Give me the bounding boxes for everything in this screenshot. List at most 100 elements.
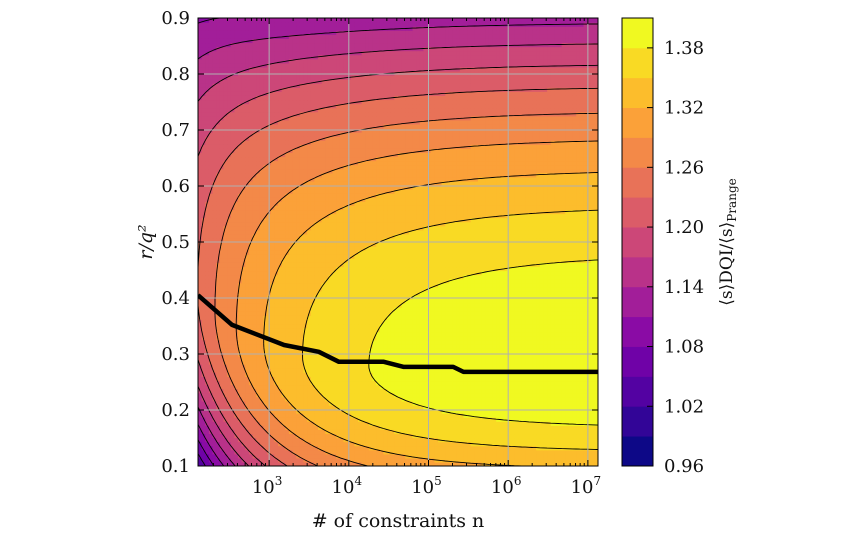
heatmap-cell bbox=[583, 388, 588, 394]
heatmap-cell bbox=[587, 413, 592, 418]
heatmap-cell bbox=[398, 404, 403, 410]
heatmap-cell bbox=[539, 364, 545, 369]
heatmap-cell bbox=[241, 388, 246, 394]
heatmap-cell bbox=[463, 457, 468, 463]
heatmap-cell bbox=[561, 347, 566, 353]
heatmap-cell bbox=[376, 413, 381, 418]
heatmap-cell bbox=[539, 335, 545, 341]
heatmap-cell bbox=[368, 388, 374, 394]
heatmap-cell bbox=[401, 286, 406, 292]
heatmap-cell bbox=[310, 445, 315, 451]
heatmap-cell bbox=[292, 396, 297, 402]
heatmap-cell bbox=[201, 323, 206, 329]
heatmap-cell bbox=[441, 339, 446, 345]
heatmap-cell bbox=[408, 331, 414, 337]
heatmap-cell bbox=[496, 307, 501, 312]
heatmap-cell bbox=[427, 327, 432, 333]
heatmap-cell bbox=[539, 408, 545, 414]
heatmap-cell bbox=[212, 335, 217, 341]
heatmap-cell bbox=[532, 425, 537, 430]
heatmap-cell bbox=[394, 400, 399, 406]
heatmap-cell bbox=[401, 429, 406, 435]
heatmap-cell bbox=[532, 335, 537, 341]
heatmap-cell bbox=[387, 376, 392, 382]
heatmap-cell bbox=[499, 453, 505, 459]
heatmap-cell bbox=[499, 315, 505, 320]
heatmap-cell bbox=[427, 429, 432, 435]
heatmap-cell bbox=[390, 413, 395, 418]
heatmap-cell bbox=[543, 404, 548, 410]
heatmap-cell bbox=[383, 303, 388, 308]
heatmap-cell bbox=[510, 441, 515, 447]
heatmap-cell bbox=[281, 400, 286, 406]
heatmap-cell bbox=[525, 294, 530, 300]
heatmap-cell bbox=[459, 299, 465, 304]
heatmap-cell bbox=[445, 376, 450, 382]
heatmap-cell bbox=[288, 433, 294, 439]
heatmap-cell bbox=[365, 307, 370, 312]
heatmap-cell bbox=[478, 384, 483, 390]
heatmap-cell bbox=[259, 347, 265, 353]
heatmap-cell bbox=[430, 396, 435, 402]
heatmap-cell bbox=[361, 388, 366, 394]
heatmap-cell bbox=[445, 461, 450, 466]
heatmap-cell bbox=[379, 408, 385, 414]
heatmap-cell bbox=[234, 294, 239, 300]
heatmap-cell bbox=[296, 376, 301, 382]
heatmap-cell bbox=[336, 282, 341, 288]
heatmap-cell bbox=[481, 311, 486, 316]
heatmap-cell bbox=[212, 290, 217, 296]
heatmap-cell bbox=[212, 400, 217, 406]
heatmap-cell bbox=[201, 343, 206, 349]
heatmap-cell bbox=[361, 417, 366, 422]
heatmap-cell bbox=[310, 449, 315, 455]
heatmap-cell bbox=[590, 388, 595, 394]
heatmap-cell bbox=[536, 392, 541, 398]
heatmap-cell bbox=[408, 303, 414, 308]
heatmap-cell bbox=[365, 282, 370, 288]
heatmap-cell bbox=[532, 282, 537, 288]
heatmap-cell bbox=[383, 433, 388, 439]
heatmap-cell bbox=[441, 335, 446, 341]
heatmap-cell bbox=[376, 408, 381, 414]
heatmap-cell bbox=[358, 339, 363, 345]
heatmap-cell bbox=[579, 453, 585, 459]
heatmap-cell bbox=[430, 413, 435, 418]
heatmap-cell bbox=[310, 437, 315, 443]
heatmap-cell bbox=[339, 299, 345, 304]
heatmap-cell bbox=[219, 437, 225, 443]
heatmap-cell bbox=[521, 315, 526, 320]
heatmap-cell bbox=[376, 400, 381, 406]
heatmap-cell bbox=[438, 392, 443, 398]
heatmap-cell bbox=[445, 323, 450, 329]
heatmap-cell bbox=[568, 331, 574, 337]
heatmap-cell bbox=[390, 294, 395, 300]
heatmap-cell bbox=[358, 331, 363, 337]
heatmap-cell bbox=[383, 404, 388, 410]
heatmap-cell bbox=[419, 356, 425, 361]
heatmap-cell bbox=[376, 433, 381, 439]
heatmap-cell bbox=[558, 408, 563, 414]
heatmap-cell bbox=[227, 408, 232, 414]
heatmap-cell bbox=[434, 384, 439, 390]
heatmap-cell bbox=[547, 331, 552, 337]
heatmap-cell bbox=[514, 323, 519, 329]
heatmap-cell bbox=[223, 294, 228, 300]
heatmap-cell bbox=[441, 380, 446, 386]
heatmap-cell bbox=[376, 376, 381, 382]
heatmap-cell bbox=[354, 404, 359, 410]
heatmap-cell bbox=[230, 368, 235, 373]
heatmap-cell bbox=[550, 343, 555, 349]
heatmap-cell bbox=[419, 392, 425, 398]
heatmap-cell bbox=[230, 413, 235, 418]
heatmap-cell bbox=[496, 392, 501, 398]
heatmap-cell bbox=[234, 380, 239, 386]
heatmap-cell bbox=[528, 380, 534, 386]
heatmap-cell bbox=[459, 437, 465, 443]
heatmap-cell bbox=[448, 299, 454, 304]
heatmap-cell bbox=[270, 372, 275, 377]
heatmap-cell bbox=[212, 392, 217, 398]
heatmap-cell bbox=[463, 461, 468, 466]
heatmap-cell bbox=[492, 347, 497, 353]
heatmap-cell bbox=[310, 404, 315, 410]
